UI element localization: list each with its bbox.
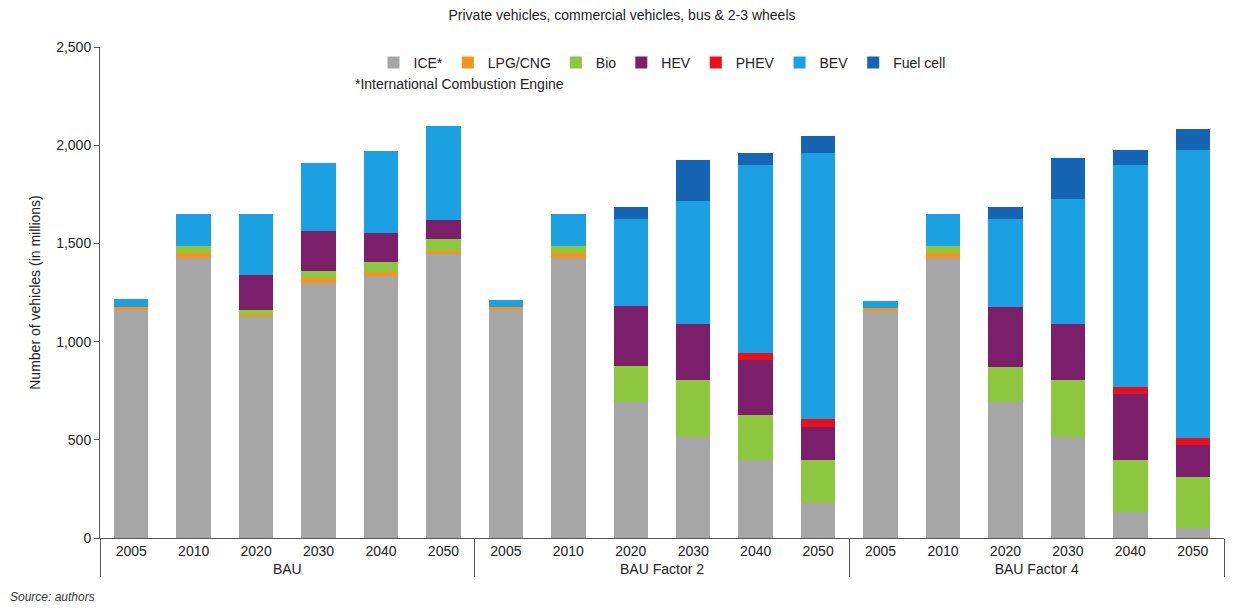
svg-text:2050: 2050	[1177, 543, 1208, 559]
svg-text:Bio: Bio	[596, 55, 616, 71]
svg-text:2,500: 2,500	[56, 39, 91, 55]
svg-text:HEV: HEV	[661, 55, 690, 71]
svg-text:2005: 2005	[490, 543, 521, 559]
svg-text:Fuel cell: Fuel cell	[893, 55, 945, 71]
svg-text:2005: 2005	[865, 543, 896, 559]
svg-text:2030: 2030	[1052, 543, 1083, 559]
svg-text:2030: 2030	[678, 543, 709, 559]
svg-text:2010: 2010	[178, 543, 209, 559]
svg-text:2010: 2010	[927, 543, 958, 559]
svg-text:Source: authors: Source: authors	[10, 590, 95, 604]
svg-text:2040: 2040	[1115, 543, 1146, 559]
svg-text:1,000: 1,000	[56, 334, 91, 350]
svg-text:2,000: 2,000	[56, 137, 91, 153]
svg-text:ICE*: ICE*	[414, 55, 443, 71]
svg-text:2005: 2005	[116, 543, 147, 559]
svg-text:2050: 2050	[428, 543, 459, 559]
svg-text:500: 500	[68, 432, 92, 448]
svg-text:2020: 2020	[990, 543, 1021, 559]
svg-text:BAU: BAU	[273, 561, 302, 577]
svg-text:2010: 2010	[553, 543, 584, 559]
svg-text:0: 0	[83, 530, 91, 546]
svg-text:2030: 2030	[303, 543, 334, 559]
svg-text:1,500: 1,500	[56, 235, 91, 251]
svg-text:LPG/CNG: LPG/CNG	[488, 55, 551, 71]
svg-text:BAU Factor 4: BAU Factor 4	[995, 561, 1079, 577]
svg-text:2050: 2050	[803, 543, 834, 559]
svg-text:2020: 2020	[615, 543, 646, 559]
svg-text:BAU Factor 2: BAU Factor 2	[620, 561, 704, 577]
svg-text:Private vehicles, commercial v: Private vehicles, commercial vehicles, b…	[448, 7, 795, 23]
svg-text:2040: 2040	[740, 543, 771, 559]
svg-text:PHEV: PHEV	[736, 55, 775, 71]
svg-text:*International Combustion Engi: *International Combustion Engine	[355, 76, 564, 92]
svg-text:2040: 2040	[365, 543, 396, 559]
svg-text:BEV: BEV	[820, 55, 849, 71]
svg-text:Number of vehicles (in million: Number of vehicles (in millions)	[27, 195, 43, 390]
svg-text:2020: 2020	[241, 543, 272, 559]
